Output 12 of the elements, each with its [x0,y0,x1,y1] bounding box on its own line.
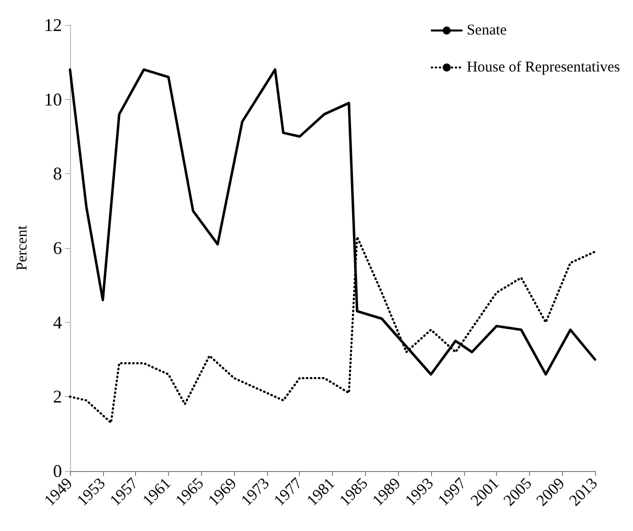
legend-label: House of Representatives [466,60,620,76]
y-tick-label: 0 [53,461,62,481]
x-tick-label: 1981 [304,474,339,510]
y-tick-label: 10 [44,89,62,110]
y-tick-label: 12 [44,15,62,35]
y-tick-label: 6 [53,238,62,258]
y-axis-title: Percent [14,224,30,270]
x-tick-label: 1961 [140,474,174,510]
legend-label: Senate [466,22,508,38]
y-tick-label: 4 [53,312,62,332]
y-tick-label: 8 [53,164,62,184]
y-tick-label: 2 [53,386,62,407]
